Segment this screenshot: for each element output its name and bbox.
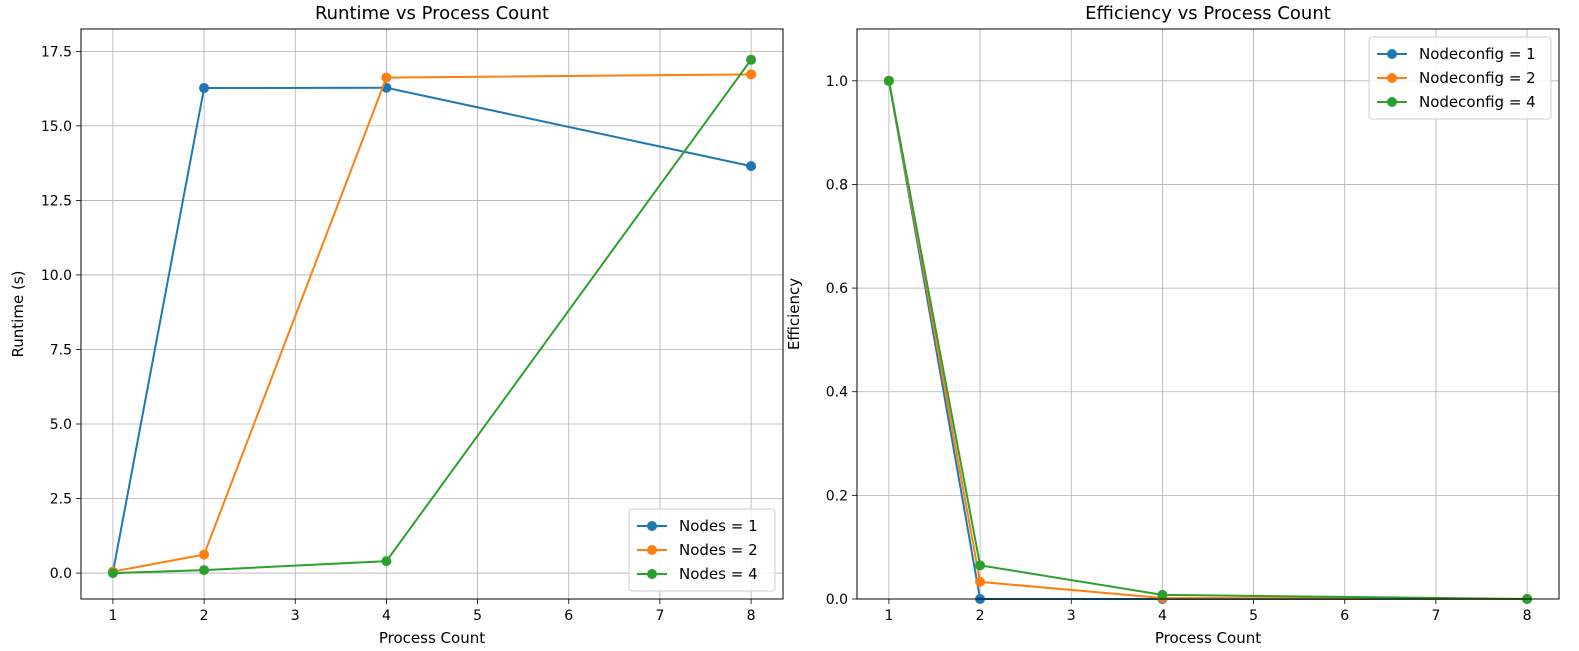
x-axis-label: Process Count: [379, 629, 485, 647]
x-tick-label: 2: [200, 608, 209, 624]
plot-frame: [80, 28, 784, 600]
series-line: [887, 80, 1528, 600]
legend-label: Nodeconfig = 2: [1419, 69, 1536, 87]
series-line: [111, 86, 752, 573]
y-tick-label: 7.5: [50, 342, 72, 358]
efficiency-chart: 1 2 3 4 5 6 7 8 0.0 0.2 0.4 0.6 0.8 1.0 Efficiency vs …: [785, 3, 1560, 647]
y-tick-label: 0.2: [826, 488, 848, 504]
legend-marker: [1387, 73, 1397, 83]
x-tick-label: 7: [655, 608, 664, 624]
y-tick-label: 0.0: [826, 592, 848, 608]
x-tick-label: 4: [1158, 608, 1167, 624]
data-point: [199, 83, 210, 94]
chart-title: Runtime vs Process Count: [315, 3, 549, 24]
legend-marker: [647, 521, 657, 531]
y-axis-label: Runtime (s): [9, 271, 27, 358]
legend-label: Nodes = 4: [679, 565, 758, 583]
series-line: [887, 80, 1528, 600]
x-tick-label: 5: [473, 608, 482, 624]
y-tick-label: 5.0: [50, 417, 72, 433]
legend-label: Nodes = 1: [679, 517, 758, 535]
x-axis-label: Process Count: [1155, 629, 1261, 647]
y-tick-label: 1.0: [826, 74, 848, 90]
x-tick-label: 3: [1067, 608, 1076, 624]
x-tick-label: 6: [1340, 608, 1349, 624]
data-point: [199, 565, 210, 576]
series-line: [112, 73, 752, 573]
x-tick-label: 3: [291, 608, 300, 624]
data-point: [746, 54, 757, 65]
x-tick-label: 4: [382, 608, 391, 624]
data-point: [199, 549, 210, 560]
data-point: [883, 75, 894, 86]
data-point: [381, 72, 392, 83]
data-point: [1157, 589, 1168, 600]
x-tick-label: 2: [976, 608, 985, 624]
data-point: [975, 560, 986, 571]
data-point: [381, 556, 392, 567]
y-tick-label: 12.5: [41, 193, 72, 209]
data-point: [107, 568, 118, 579]
x-tick-label: 6: [564, 608, 573, 624]
legend: Nodes = 1 Nodes = 2 Nodes = 4: [628, 508, 776, 592]
legend-marker: [1387, 49, 1397, 59]
x-tick-label: 1: [884, 608, 893, 624]
y-tick-label: 2.5: [50, 492, 72, 508]
y-tick-label: 10.0: [41, 268, 72, 284]
y-tick-label: 15.0: [41, 119, 72, 135]
y-tick-label: 0.6: [826, 281, 848, 297]
y-tick-label: 0.8: [826, 177, 848, 193]
chart-title: Efficiency vs Process Count: [1085, 3, 1331, 24]
series-line: [112, 59, 752, 575]
legend-marker: [1387, 97, 1397, 107]
legend-marker: [647, 569, 657, 579]
legend-label: Nodes = 2: [679, 541, 758, 559]
legend-box: [1368, 36, 1552, 120]
x-tick-label: 1: [108, 608, 117, 624]
x-tick-label: 5: [1249, 608, 1258, 624]
series-line: [887, 80, 1528, 600]
legend-marker: [647, 545, 657, 555]
x-tick-label: 8: [747, 608, 756, 624]
data-point: [746, 69, 757, 80]
y-tick-label: 0.0: [50, 566, 72, 582]
legend: Nodeconfig = 1 Nodeconfig = 2 Nodeconfig =…: [1368, 36, 1552, 120]
runtime-chart: 1 2 3 4 5 6 7 8 0.0 2.5 5.0 7.5 10.0 12.5 15.0 17.5 Runt…: [9, 3, 784, 647]
plot-frame: [856, 28, 1560, 600]
x-tick-label: 7: [1431, 608, 1440, 624]
legend-label: Nodeconfig = 4: [1419, 93, 1536, 111]
data-point: [975, 576, 986, 587]
legend-label: Nodeconfig = 1: [1419, 45, 1536, 63]
y-axis-label: Efficiency: [785, 278, 803, 350]
legend-box: [628, 508, 776, 592]
data-point: [746, 161, 757, 172]
y-tick-label: 0.4: [826, 385, 848, 401]
y-tick-label: 17.5: [41, 44, 72, 60]
x-tick-label: 8: [1523, 608, 1532, 624]
